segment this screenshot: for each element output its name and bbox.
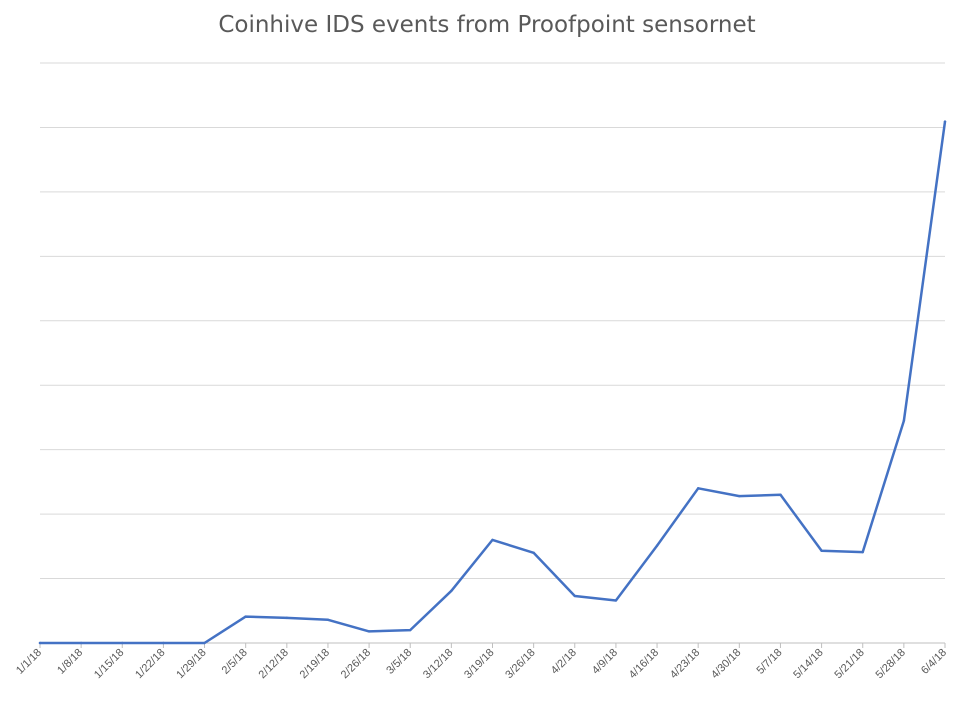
data-point xyxy=(162,641,165,645)
x-tick-label: 5/7/18 xyxy=(754,647,784,677)
data-point xyxy=(696,487,700,490)
data-point xyxy=(367,630,371,633)
chart-title: Coinhive IDS events from Proofpoint sens… xyxy=(218,12,756,38)
data-point xyxy=(203,641,206,645)
data-point xyxy=(491,538,494,542)
data-point xyxy=(573,594,576,598)
x-tick-label: 4/9/18 xyxy=(590,647,620,677)
data-point xyxy=(902,419,906,422)
x-tick-label: 1/8/18 xyxy=(55,647,85,677)
data-point xyxy=(820,549,823,553)
data-point xyxy=(244,615,247,618)
x-tick-label: 3/12/18 xyxy=(421,647,455,681)
x-tick-label: 1/15/18 xyxy=(92,647,126,681)
gridlines xyxy=(40,62,945,580)
data-point xyxy=(79,641,83,645)
data-point xyxy=(614,599,618,602)
x-tick-label: 2/12/18 xyxy=(257,647,291,681)
series-layer xyxy=(38,120,947,645)
data-point xyxy=(409,628,412,632)
data-point xyxy=(779,493,782,496)
x-tick-label: 6/4/18 xyxy=(919,647,949,677)
x-tick-labels: 1/1/18 1/8/18 1/15/18 1/22/18 1/29/18 2/5/18 2… xyxy=(14,647,949,681)
x-tick-label: 4/2/18 xyxy=(549,647,579,677)
x-tick-label: 1/22/18 xyxy=(133,647,167,681)
x-tick-label: 3/5/18 xyxy=(384,647,414,677)
x-tick-label: 3/19/18 xyxy=(462,647,496,681)
x-tick-label: 4/30/18 xyxy=(709,647,743,681)
data-point xyxy=(861,550,864,554)
data-point xyxy=(532,551,535,554)
x-tick-label: 2/19/18 xyxy=(298,647,332,681)
data-point xyxy=(38,641,42,645)
x-tick-label: 3/26/18 xyxy=(503,647,537,681)
data-point xyxy=(655,544,659,547)
x-tick-label: 5/21/18 xyxy=(832,647,866,681)
data-point xyxy=(450,589,453,592)
x-tick-label: 4/23/18 xyxy=(668,647,702,681)
x-tick-label: 2/5/18 xyxy=(220,647,250,677)
x-tick-label: 1/1/18 xyxy=(14,647,44,677)
x-tick-label: 5/14/18 xyxy=(791,647,825,681)
data-point xyxy=(943,120,947,123)
x-tick-label: 2/26/18 xyxy=(339,647,373,681)
data-point xyxy=(285,616,289,620)
series-line xyxy=(38,120,947,645)
x-tick-label: 4/16/18 xyxy=(627,647,661,681)
x-tick-label: 1/29/18 xyxy=(174,647,208,681)
data-point xyxy=(326,618,330,621)
x-tick-label: 5/28/18 xyxy=(874,647,908,681)
data-point xyxy=(738,494,741,498)
data-point xyxy=(121,641,124,645)
